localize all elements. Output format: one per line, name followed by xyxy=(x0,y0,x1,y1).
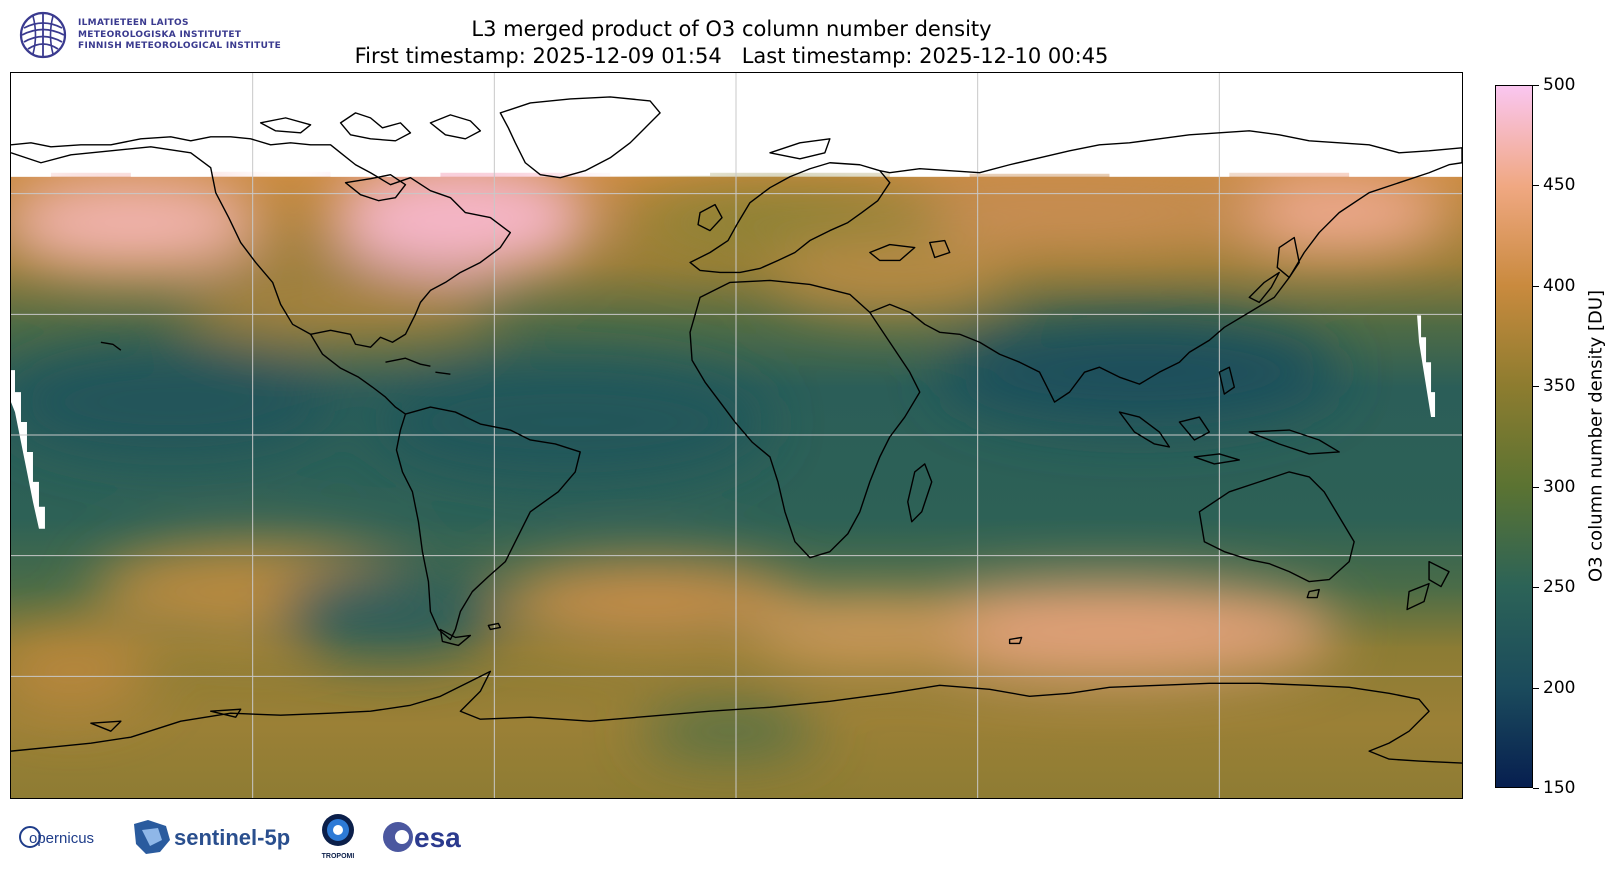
colorbar-tick-mark xyxy=(1533,285,1539,287)
coast-north-america xyxy=(11,136,512,348)
coast-australia xyxy=(1198,471,1355,583)
map-title-line2: First timestamp: 2025-12-09 01:54 Last t… xyxy=(354,44,1109,68)
esa-logo-text: esa xyxy=(414,822,461,853)
colorbar-tick-label: 400 xyxy=(1543,275,1576,296)
sentinel-logo-text: sentinel-5p xyxy=(174,825,290,850)
colorbar-tick-mark xyxy=(1533,386,1539,388)
coast-africa xyxy=(689,279,921,559)
fmi-name-line-en: FINNISH METEOROLOGICAL INSTITUTE xyxy=(78,41,282,51)
coast-south-america xyxy=(395,406,581,641)
colorbar-tick-label: 300 xyxy=(1543,476,1576,497)
colorbar-tick-mark xyxy=(1533,85,1539,86)
copernicus-logo-text: opernicus xyxy=(29,830,94,847)
tropomi-logo: TROPOMI xyxy=(322,814,355,860)
colorbar-tick-mark xyxy=(1533,486,1539,488)
colorbar-tick-label: 350 xyxy=(1543,376,1576,397)
coast-antarctica xyxy=(11,670,1462,764)
colorbar-tick-label: 500 xyxy=(1543,75,1576,95)
coast-europe xyxy=(689,162,891,274)
gridlines xyxy=(11,73,1462,798)
coastlines xyxy=(11,96,1462,764)
tropomi-logo-text: TROPOMI xyxy=(322,853,355,860)
map-title: L3 merged product of O3 column number de… xyxy=(0,16,1463,70)
coast-greenland xyxy=(499,96,661,179)
colorbar-tick-mark xyxy=(1533,185,1539,187)
colorbar-tick-mark xyxy=(1533,788,1539,789)
sentinel-5p-logo: sentinel-5p xyxy=(134,820,290,854)
ozone-map-canvas xyxy=(11,73,1462,798)
coast-asia xyxy=(869,130,1462,403)
fmi-emblem-icon xyxy=(19,11,67,59)
colorbar-tick-label: 200 xyxy=(1543,677,1576,698)
fmi-logo: ILMATIETEEN LAITOS METEOROLOGISKA INSTIT… xyxy=(18,10,288,60)
ozone-map xyxy=(10,72,1463,799)
esa-logo: esa xyxy=(383,822,461,853)
logo-row: opernicus sentinel-5p TROPOMI esa xyxy=(18,812,498,862)
colorbar xyxy=(1495,85,1533,788)
colorbar-tick-label: 150 xyxy=(1543,778,1576,798)
map-title-line1: L3 merged product of O3 column number de… xyxy=(471,17,992,41)
colorbar-tick-mark xyxy=(1533,587,1539,589)
fmi-name-line-sv: METEOROLOGISKA INSTITUTET xyxy=(78,29,242,40)
copernicus-logo: opernicus xyxy=(19,826,94,848)
fmi-name-line-fi: ILMATIETEEN LAITOS xyxy=(78,18,189,28)
colorbar-label: O3 column number density [DU] xyxy=(1585,289,1607,583)
colorbar-tick-label: 450 xyxy=(1543,175,1576,196)
fmi-institute-name: ILMATIETEEN LAITOS METEOROLOGISKA INSTIT… xyxy=(78,18,281,53)
colorbar-tick-mark xyxy=(1533,687,1539,689)
colorbar-tick-label: 250 xyxy=(1543,577,1576,598)
